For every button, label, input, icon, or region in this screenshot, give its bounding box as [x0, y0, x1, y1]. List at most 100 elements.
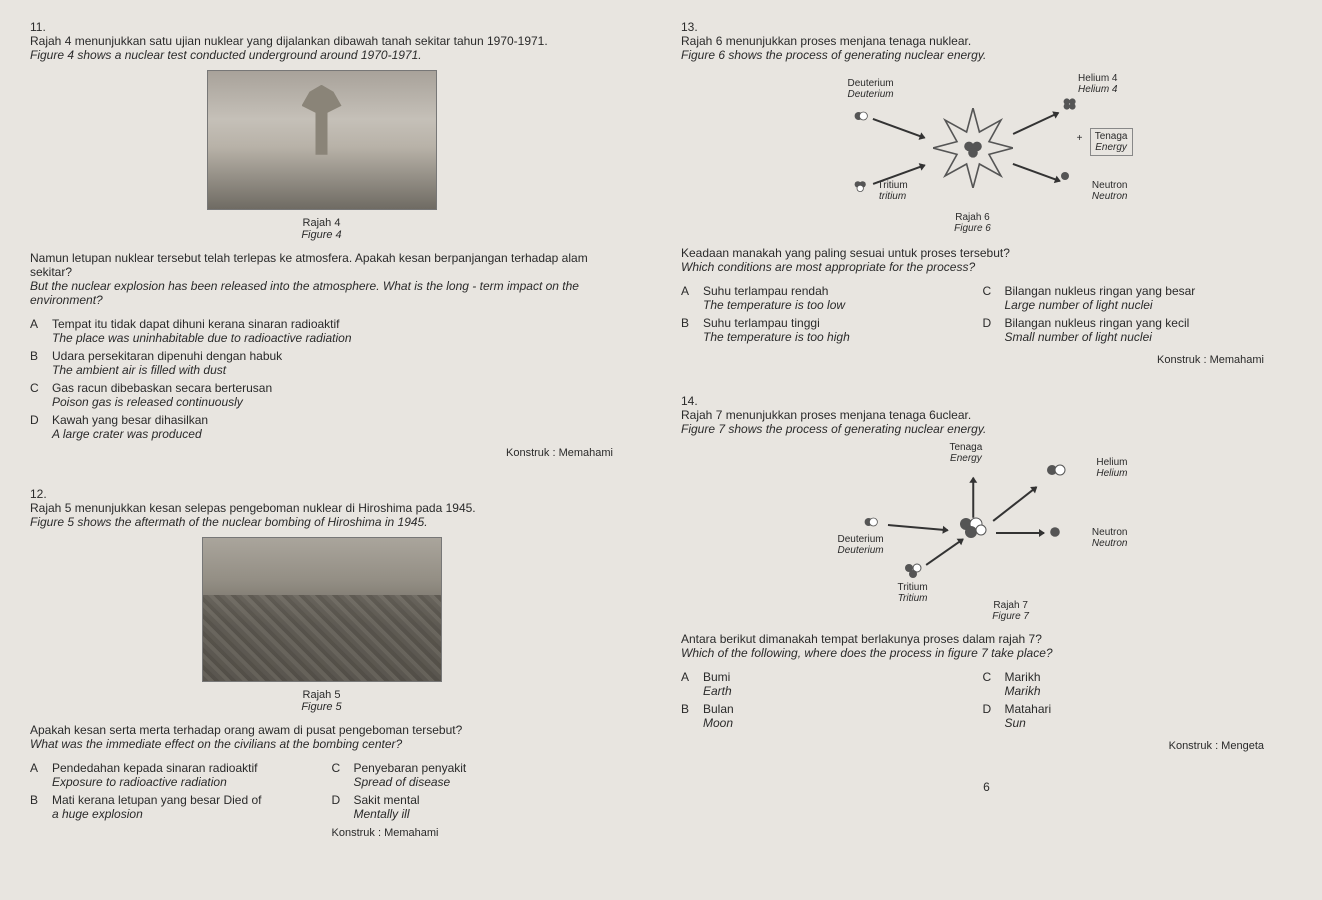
opt-letter: A — [30, 761, 52, 789]
q13-options: ASuhu terlampau rendahThe temperature is… — [681, 284, 1264, 348]
left-column: 11. Rajah 4 menunjukkan satu ujian nukle… — [30, 20, 641, 880]
opt-letter: C — [983, 670, 1005, 698]
opt-ms: Bumi — [703, 670, 963, 684]
opt-en: Sun — [1005, 716, 1265, 730]
q14-intro-ms: Rajah 7 menunjukkan proses menjana tenag… — [681, 408, 1264, 422]
deuterium-particle-icon — [863, 514, 879, 530]
q13-fusion-diagram: DeuteriumDeuterium Tritiumtritium Helium… — [808, 68, 1138, 228]
arrow-icon — [992, 486, 1036, 521]
opt-letter: D — [30, 413, 52, 441]
opt-letter: A — [30, 317, 52, 345]
mushroom-cloud-shape — [302, 85, 342, 155]
q14-prompt-ms: Antara berikut dimanakah tempat berlakun… — [681, 632, 1264, 646]
opt-ms: Udara persekitaran dipenuhi dengan habuk — [52, 349, 613, 363]
opt-ms: Suhu terlampau tinggi — [703, 316, 963, 330]
opt-ms: Bilangan nukleus ringan yang besar — [1005, 284, 1265, 298]
rubble-shape — [203, 595, 441, 681]
opt-letter: D — [983, 316, 1005, 344]
q13-intro-en: Figure 6 shows the process of generating… — [681, 48, 1264, 62]
opt-en: Earth — [703, 684, 963, 698]
q13-konstruk: Konstruk : Memahami — [681, 354, 1264, 366]
opt-letter: A — [681, 284, 703, 312]
q12-options: APendedahan kepada sinaran radioaktifExp… — [30, 761, 613, 839]
q11-caption-en: Figure 4 — [30, 229, 613, 241]
tritium-particle-icon — [903, 562, 925, 580]
q14-prompt-en: Which of the following, where does the p… — [681, 646, 1264, 660]
q12-caption-en: Figure 5 — [30, 701, 613, 713]
opt-en: The temperature is too high — [703, 330, 963, 344]
opt-ms: Marikh — [1005, 670, 1265, 684]
opt-ms: Penyebaran penyakit — [354, 761, 614, 775]
opt-ms: Mati kerana letupan yang besar Died of — [52, 793, 312, 807]
q14-options: ABumiEarth BBulanMoon CMarikhMarikh DMat… — [681, 670, 1264, 734]
plus-label: + — [1077, 133, 1083, 144]
opt-en: Exposure to radioactive radiation — [52, 775, 312, 789]
q11-prompt-ms: Namun letupan nuklear tersebut telah ter… — [30, 251, 613, 279]
helium-label: Helium 4Helium 4 — [1078, 73, 1117, 95]
q14-fusion-diagram: TenagaEnergy HeliumHelium NeutronNeutron — [808, 442, 1138, 622]
opt-ms: Bulan — [703, 702, 963, 716]
q12-intro-ms: Rajah 5 menunjukkan kesan selepas pengeb… — [30, 501, 613, 515]
opt-ms: Tempat itu tidak dapat dihuni kerana sin… — [52, 317, 613, 331]
q11-intro-en: Figure 4 shows a nuclear test conducted … — [30, 48, 613, 62]
opt-ms: Suhu terlampau rendah — [703, 284, 963, 298]
opt-letter: A — [681, 670, 703, 698]
opt-letter: B — [681, 316, 703, 344]
q13-prompt-ms: Keadaan manakah yang paling sesuai untuk… — [681, 246, 1264, 260]
q11-prompt-en: But the nuclear explosion has been relea… — [30, 279, 613, 307]
opt-en: a huge explosion — [52, 807, 312, 821]
q12-caption-ms: Rajah 5 — [30, 689, 613, 701]
opt-ms: Gas racun dibebaskan secara berterusan — [52, 381, 613, 395]
arrow-icon — [1012, 163, 1059, 182]
energy-label: TenagaEnergy — [949, 442, 982, 464]
energy-label: TenagaEnergy — [1090, 128, 1133, 156]
tritium-label: Tritiumtritium — [878, 180, 908, 202]
deuterium-label: DeuteriumDeuterium — [848, 78, 894, 100]
starburst-icon — [933, 108, 1013, 188]
arrow-icon — [1012, 112, 1058, 134]
opt-en: A large crater was produced — [52, 427, 613, 441]
question-14: 14. Rajah 7 menunjukkan proses menjana t… — [681, 394, 1292, 752]
q14-konstruk: Konstruk : Mengeta — [681, 740, 1264, 752]
q13-prompt-en: Which conditions are most appropriate fo… — [681, 260, 1264, 274]
q13-intro-ms: Rajah 6 menunjukkan proses menjana tenag… — [681, 34, 1264, 48]
opt-letter: C — [332, 761, 354, 789]
opt-en: Marikh — [1005, 684, 1265, 698]
q13-caption: Rajah 6Figure 6 — [954, 212, 991, 234]
right-column: 13. Rajah 6 menunjukkan proses menjana t… — [681, 20, 1292, 880]
opt-en: The temperature is too low — [703, 298, 963, 312]
opt-ms: Sakit mental — [354, 793, 614, 807]
q11-konstruk: Konstruk : Memahami — [30, 447, 613, 459]
q12-konstruk: Konstruk : Memahami — [332, 827, 614, 839]
opt-en: Moon — [703, 716, 963, 730]
opt-en: Large number of light nuclei — [1005, 298, 1265, 312]
deuterium-label: DeuteriumDeuterium — [838, 534, 884, 556]
q14-number: 14. — [681, 394, 709, 408]
q11-intro-ms: Rajah 4 menunjukkan satu ujian nuklear y… — [30, 34, 613, 48]
opt-letter: B — [681, 702, 703, 730]
q14-caption: Rajah 7Figure 7 — [992, 600, 1029, 622]
opt-letter: B — [30, 349, 52, 377]
opt-ms: Kawah yang besar dihasilkan — [52, 413, 613, 427]
arrow-icon — [925, 538, 963, 565]
page-number: 6 — [681, 780, 1292, 794]
q13-number: 13. — [681, 20, 709, 34]
q11-options: ATempat itu tidak dapat dihuni kerana si… — [30, 317, 613, 441]
neutron-particle-icon — [1047, 524, 1063, 540]
q12-figure: Rajah 5 Figure 5 — [30, 537, 613, 713]
helium-label: HeliumHelium — [1096, 457, 1127, 479]
question-12: 12. Rajah 5 menunjukkan kesan selepas pe… — [30, 487, 641, 839]
opt-letter: D — [983, 702, 1005, 730]
question-11: 11. Rajah 4 menunjukkan satu ujian nukle… — [30, 20, 641, 459]
q11-caption-ms: Rajah 4 — [30, 217, 613, 229]
opt-en: Mentally ill — [354, 807, 614, 821]
nuclear-test-image — [207, 70, 437, 210]
opt-ms: Pendedahan kepada sinaran radioaktif — [52, 761, 312, 775]
helium-particle-icon — [1046, 462, 1068, 478]
arrow-icon — [972, 478, 974, 518]
arrow-icon — [996, 532, 1044, 534]
deuterium-particle-icon — [853, 108, 869, 124]
hiroshima-image — [202, 537, 442, 682]
opt-ms: Bilangan nukleus ringan yang kecil — [1005, 316, 1265, 330]
q11-figure: Rajah 4 Figure 4 — [30, 70, 613, 241]
